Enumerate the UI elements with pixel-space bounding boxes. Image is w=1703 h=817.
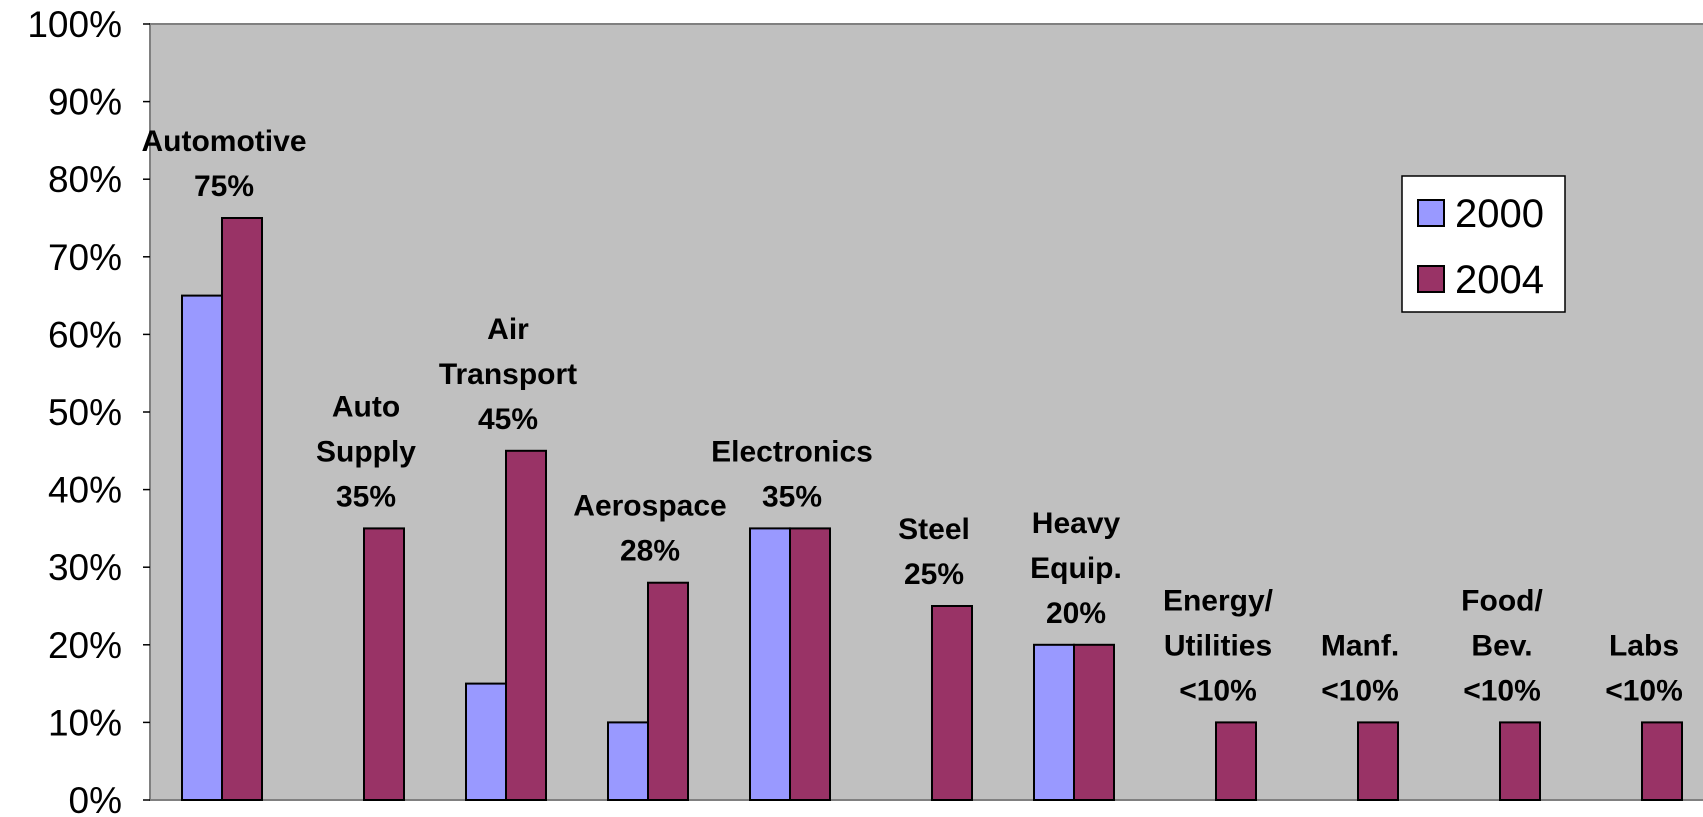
category-label: Steel bbox=[898, 513, 970, 546]
legend: 2000 2004 bbox=[1401, 175, 1566, 313]
category-label: 35% bbox=[762, 480, 822, 513]
category-label: Aerospace bbox=[573, 490, 726, 523]
bar-2000 bbox=[181, 294, 223, 801]
category-label: Food/ bbox=[1461, 584, 1543, 617]
category-label: <10% bbox=[1463, 674, 1541, 707]
bar-2000 bbox=[465, 682, 507, 801]
y-tick-label: 80% bbox=[48, 159, 122, 200]
legend-swatch-2004 bbox=[1417, 265, 1445, 293]
category-label: 45% bbox=[478, 403, 538, 436]
category-label: 75% bbox=[194, 170, 254, 203]
category-label: 35% bbox=[336, 480, 396, 513]
category-label: Heavy bbox=[1032, 507, 1121, 540]
category-labels: Automotive 75% Auto Supply 35% Air Transport 45… bbox=[142, 125, 1683, 707]
y-tick-label: 70% bbox=[48, 237, 122, 278]
legend-box bbox=[1401, 175, 1566, 313]
y-tick-label: 100% bbox=[27, 4, 122, 45]
y-tick-label: 90% bbox=[48, 82, 122, 123]
legend-label-2004: 2004 bbox=[1455, 258, 1544, 302]
legend-label-2000: 2000 bbox=[1455, 192, 1544, 236]
category-label: Automotive bbox=[142, 125, 307, 158]
category-label: 28% bbox=[620, 535, 680, 568]
category-label: Utilities bbox=[1164, 629, 1272, 662]
category-label: 25% bbox=[904, 558, 964, 591]
category-label: 20% bbox=[1046, 597, 1106, 630]
bar-2004 bbox=[221, 217, 263, 801]
category-label: <10% bbox=[1179, 674, 1257, 707]
category-label: Energy/ bbox=[1163, 584, 1274, 617]
y-tick-label: 50% bbox=[48, 392, 122, 433]
category-label: Equip. bbox=[1030, 552, 1122, 585]
y-tick-label: 30% bbox=[48, 547, 122, 588]
bar-2004 bbox=[647, 581, 689, 801]
category-label: <10% bbox=[1321, 674, 1399, 707]
bar-2000 bbox=[1033, 643, 1075, 801]
bar-2004 bbox=[1357, 721, 1399, 802]
category-label: Manf. bbox=[1321, 629, 1399, 662]
bar-2004 bbox=[363, 527, 405, 802]
category-label: Transport bbox=[439, 358, 577, 391]
bar-2004 bbox=[505, 449, 547, 801]
bar-2004 bbox=[789, 527, 831, 802]
category-label: Air bbox=[487, 313, 529, 346]
y-axis: 0% 10% 20% 30% 40% 50% 60% 70% 80% 90% 100% bbox=[27, 4, 150, 817]
bar-2004 bbox=[931, 605, 973, 801]
bar-2004 bbox=[1641, 721, 1683, 802]
bars bbox=[181, 217, 1683, 802]
bar-2000 bbox=[749, 527, 791, 802]
y-tick-label: 60% bbox=[48, 314, 122, 355]
category-label: Supply bbox=[316, 435, 416, 468]
y-tick-label: 20% bbox=[48, 625, 122, 666]
y-tick-label: 40% bbox=[48, 470, 122, 511]
bar-2000 bbox=[607, 721, 649, 802]
category-label: Auto bbox=[332, 390, 400, 423]
y-tick-label: 10% bbox=[48, 702, 122, 743]
category-label: <10% bbox=[1605, 674, 1683, 707]
bar-2004 bbox=[1215, 721, 1257, 802]
category-label: Bev. bbox=[1471, 629, 1532, 662]
y-tick-label: 0% bbox=[69, 780, 122, 817]
plot-area bbox=[149, 23, 1703, 801]
category-label: Labs bbox=[1609, 629, 1679, 662]
category-label: Electronics bbox=[711, 435, 873, 468]
bar-2004 bbox=[1073, 643, 1115, 801]
legend-swatch-2000 bbox=[1417, 199, 1445, 227]
bar-2004 bbox=[1499, 721, 1541, 802]
